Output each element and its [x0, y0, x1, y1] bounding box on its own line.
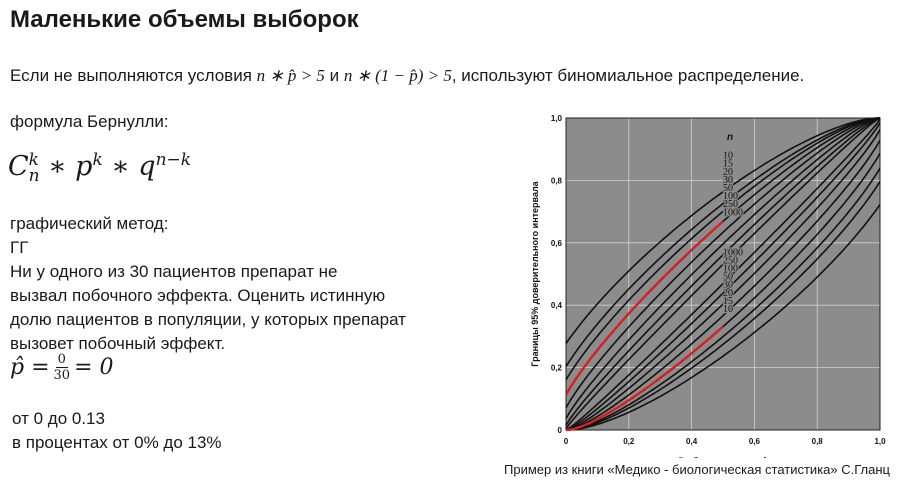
text-line: ГГ [10, 238, 29, 257]
lower-n-label: 50 [723, 272, 733, 283]
confidence-interval-chart: n101520305010025010001000250100503020151… [530, 114, 886, 458]
formula-exp: n−k [155, 150, 192, 170]
upper-n-label: 30 [723, 175, 733, 186]
x-tick-label: 1,0 [874, 437, 886, 446]
formula-c: C [8, 151, 29, 182]
upper-bound-curve-n20 [565, 117, 881, 381]
x-axis-label: Выборочная доля p̂ [678, 456, 768, 458]
condition-formula-1: n ∗ p̂ > 5 [256, 66, 325, 85]
lower-n-label: 10 [723, 304, 733, 315]
lower-n-label: 100 [723, 264, 738, 275]
lower-bound-curve-n100 [565, 129, 881, 431]
text-line: долю пациентов в популяции, у которых пр… [10, 310, 406, 329]
formula-n-sub: n [28, 165, 40, 186]
formula-k2: k [92, 150, 103, 170]
upper-bound-curve-n1000 [565, 117, 881, 430]
plot-area [566, 118, 880, 430]
upper-bound-curve-n250 [565, 117, 881, 426]
text-line: графический метод: [10, 214, 169, 233]
upper-n-label: 50 [723, 183, 733, 194]
range-text: от 0 до 0.13 в процентах от 0% до 13% [12, 407, 222, 455]
plot-border [565, 117, 881, 431]
upper-n-label: 15 [723, 159, 733, 170]
text-line: Ни у одного из 30 пациентов препарат не [10, 262, 338, 281]
text-line: вызвал побочного эффекта. Оценить истинн… [10, 286, 386, 305]
condition-suffix: , используют биномиальное распределение. [451, 66, 805, 85]
range-line: в процентах от 0% до 13% [12, 433, 222, 452]
x-tick-label: 0,4 [686, 437, 698, 446]
phat-lhs: p̂ = [10, 355, 50, 380]
phat-numerator: 0 [55, 352, 68, 368]
condition-and: и [329, 66, 340, 85]
lower-n-label: 1000 [723, 247, 743, 258]
upper-bound-curve-n100 [565, 117, 881, 419]
phat-fraction: 0 30 [54, 352, 71, 383]
condition-formula-2: n ∗ (1 − p̂) > 5 [343, 66, 452, 85]
upper-n-label: 1000 [723, 207, 743, 218]
lower-bound-curve-n20 [565, 167, 881, 431]
upper-n-label: 250 [723, 199, 738, 210]
x-tick-label: 0,8 [812, 437, 824, 446]
upper-n-label: 10 [723, 151, 733, 162]
bernoulli-label: формула Бернулли: [10, 112, 169, 131]
y-tick-label: 0,2 [551, 364, 563, 373]
y-axis-label: Границы 95% доверительного интервала [530, 180, 540, 366]
upper-n-label: 20 [723, 167, 733, 178]
n-header-label: n [727, 132, 733, 143]
phat-formula: p̂ = 0 30 = 0 [10, 352, 114, 383]
lower-n-label: 30 [723, 280, 733, 291]
upper-bound-curve-n10 [565, 117, 881, 344]
x-tick-label: 0 [564, 437, 569, 446]
slide-title: Маленькие объемы выборок [10, 6, 359, 33]
lower-bound-curve-n10 [565, 204, 881, 431]
formula-middle: ∗ p [39, 151, 93, 182]
y-tick-label: 0 [558, 426, 563, 435]
y-tick-label: 0,6 [551, 239, 563, 248]
y-tick-label: 0,4 [551, 301, 563, 310]
upper-bound-curve-n15 [565, 117, 881, 367]
highlight-upper-n30 [564, 220, 724, 396]
lower-bound-curve-n50 [565, 139, 881, 431]
x-tick-label: 0,2 [623, 437, 635, 446]
range-line: от 0 до 0.13 [12, 409, 105, 428]
lower-bound-curve-n1000 [565, 118, 881, 431]
x-tick-label: 0,6 [749, 437, 761, 446]
figure-caption: Пример из книги «Медико - биологическая … [504, 462, 890, 477]
phat-rhs: = 0 [74, 355, 114, 380]
problem-text: графический метод: ГГ Ни у одного из 30 … [10, 212, 406, 356]
lower-n-label: 20 [723, 288, 733, 299]
lower-n-label: 15 [723, 296, 733, 307]
lower-bound-curve-n15 [565, 181, 881, 431]
formula-k-sup: k [28, 149, 39, 170]
text-line: вызовет побочный эффект. [10, 334, 226, 353]
upper-bound-curve-n50 [565, 117, 881, 409]
highlight-lower-n30 [565, 325, 724, 432]
condition-prefix: Если не выполняются условия [10, 66, 252, 85]
lower-bound-curve-n250 [565, 122, 881, 431]
upper-n-label: 100 [723, 191, 738, 202]
y-tick-label: 1,0 [551, 114, 563, 123]
y-tick-label: 0,8 [551, 176, 563, 185]
condition-text: Если не выполняются условия n ∗ p̂ > 5 и… [10, 66, 804, 86]
phat-denominator: 30 [53, 368, 71, 383]
lower-n-label: 250 [723, 255, 738, 266]
formula-q: ∗ q [102, 151, 156, 182]
